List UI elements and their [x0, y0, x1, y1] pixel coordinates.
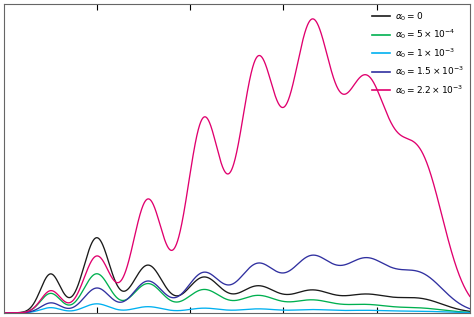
Legend: $\alpha_0 = 0$, $\alpha_0 = 5\times10^{-4}$, $\alpha_0 = 1\times10^{-3}$, $\alph: $\alpha_0 = 0$, $\alpha_0 = 5\times10^{-… — [370, 9, 465, 99]
